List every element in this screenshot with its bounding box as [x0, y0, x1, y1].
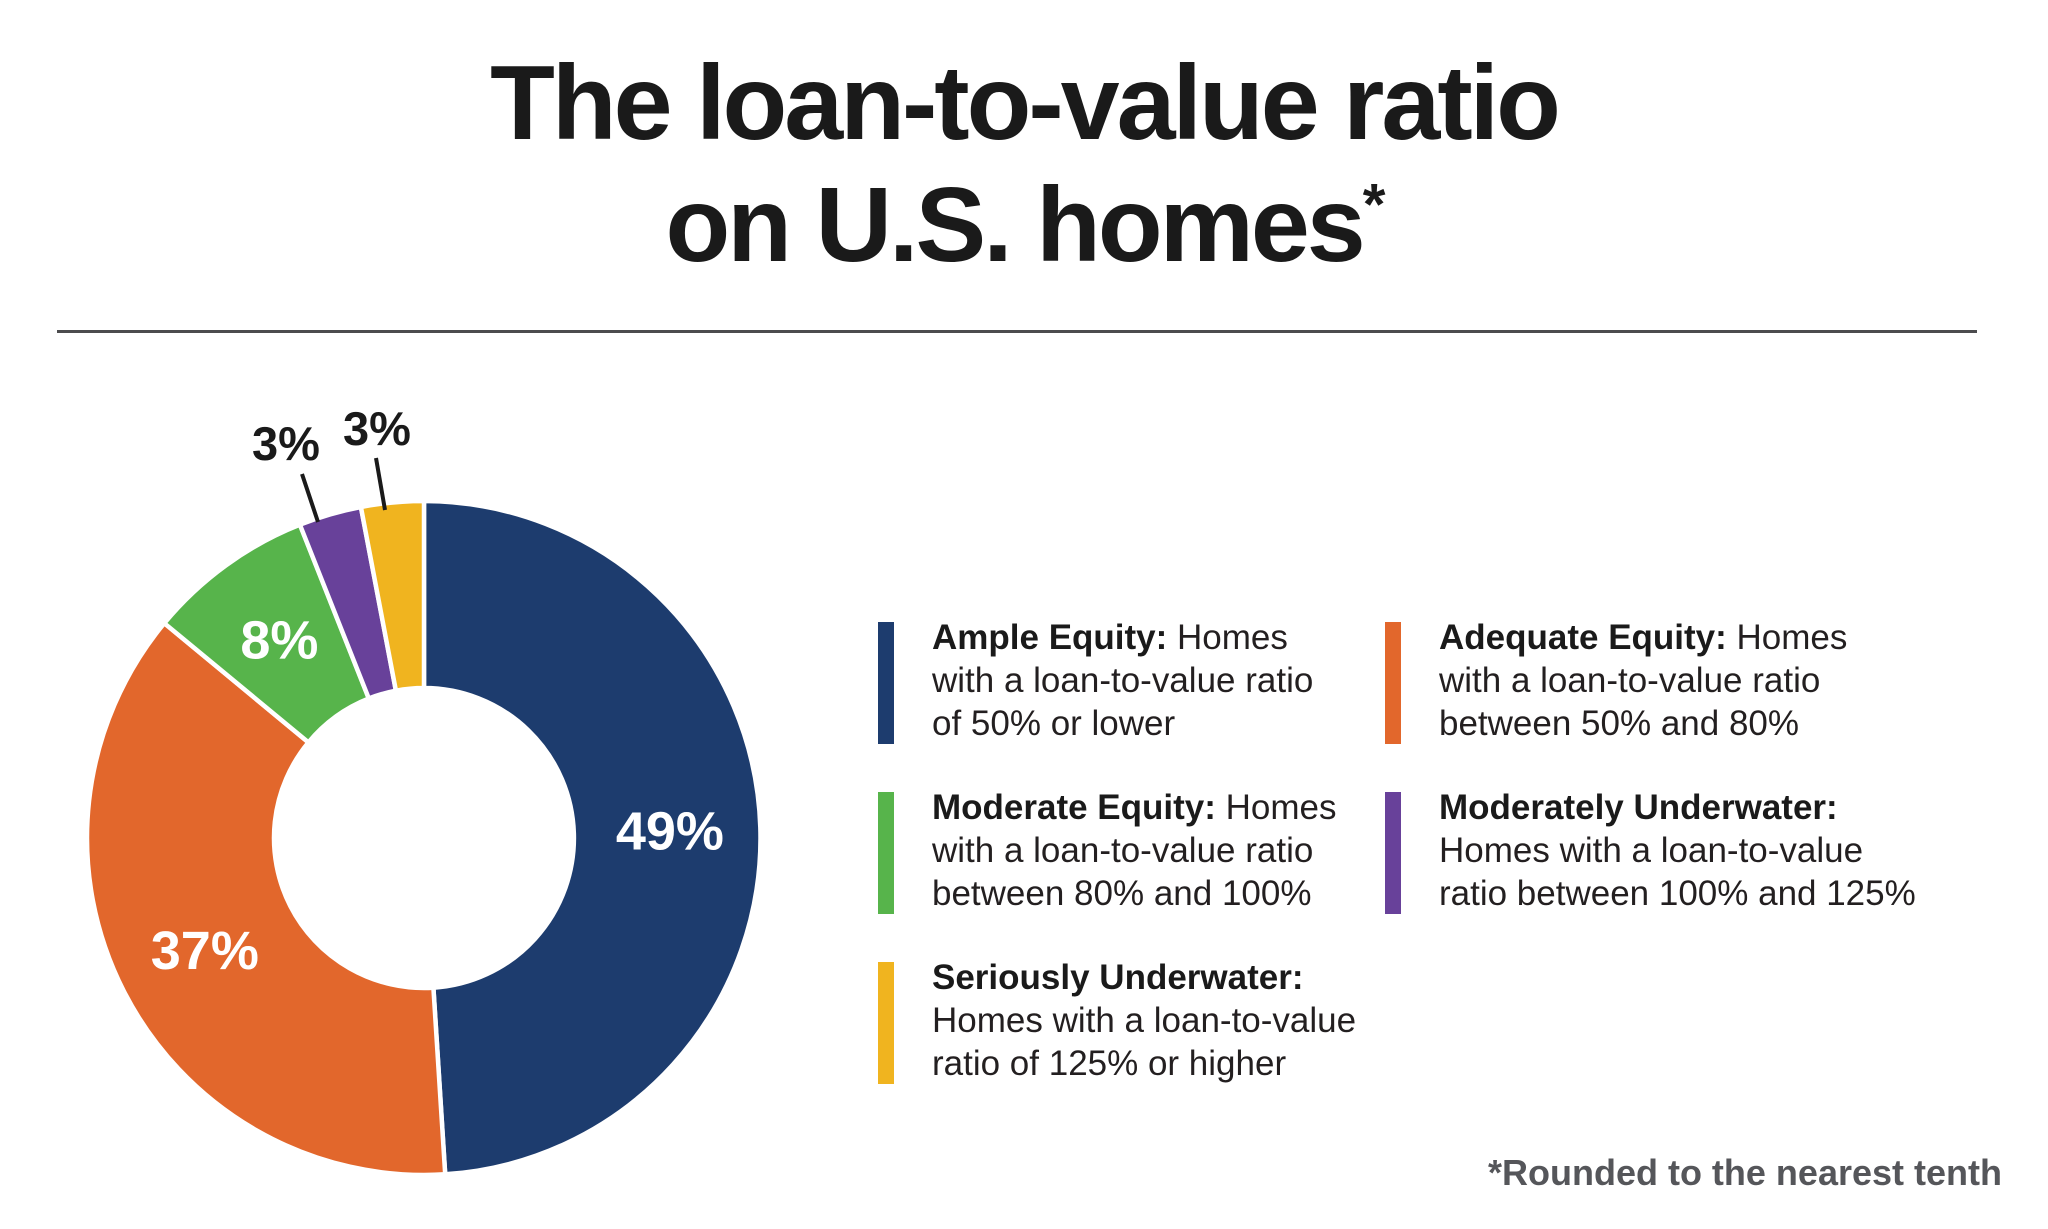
legend-text-line: Moderate Equity: Homes [932, 786, 1402, 829]
legend-swatch-seriously-underwater [878, 962, 894, 1084]
legend-desc: Homes [1215, 788, 1337, 827]
legend-text-line: Ample Equity: Homes [932, 616, 1402, 659]
legend-label: Ample Equity: [932, 618, 1168, 657]
legend-text-line: with a loan-to-value ratio [1439, 661, 1821, 700]
legend-item-ample-equity: Ample Equity: Homes with a loan-to-value… [878, 616, 1402, 745]
legend-text-line: with a loan-to-value ratio [932, 661, 1314, 700]
legend-text-line: ratio of 125% or higher [932, 1044, 1287, 1083]
legend-item-adequate-equity: Adequate Equity: Homes with a loan-to-va… [1385, 616, 1939, 745]
title-line-2: on U.S. homes* [0, 164, 2048, 286]
legend-swatch-moderate-equity [878, 792, 894, 914]
legend-text-line: ratio between 100% and 125% [1439, 874, 1916, 913]
donut-value-label-seriously-underwater: 3% [343, 402, 411, 455]
legend-swatch-ample-equity [878, 622, 894, 744]
chart-title: The loan-to-value ratio on U.S. homes* [0, 42, 2048, 286]
legend-desc: Homes [1726, 618, 1848, 657]
legend-label: Seriously Underwater: [932, 958, 1304, 997]
legend-text-line: of 50% or lower [932, 704, 1176, 743]
legend-swatch-adequate-equity [1385, 622, 1401, 744]
donut-value-label-moderately-underwater: 3% [252, 417, 320, 470]
donut-value-label-adequate-equity: 37% [151, 921, 259, 981]
title-divider [57, 330, 1977, 333]
title-asterisk: * [1362, 172, 1386, 238]
legend-desc: Homes [1167, 618, 1288, 657]
legend-text-line: Moderately Underwater: [1439, 786, 1939, 829]
legend-label: Moderately Underwater: [1439, 788, 1838, 827]
legend-item-moderately-underwater: Moderately Underwater: Homes with a loan… [1385, 786, 1939, 915]
donut-value-label-moderate-equity: 8% [240, 610, 318, 670]
legend-text-line: Homes with a loan-to-value [1439, 831, 1864, 870]
legend-item-seriously-underwater: Seriously Underwater: Homes with a loan-… [878, 956, 1412, 1085]
title-line-1: The loan-to-value ratio [490, 44, 1561, 162]
donut-value-label-ample-equity: 49% [616, 802, 724, 862]
donut-segment-seriously-underwater [358, 498, 427, 694]
legend-text-line: Seriously Underwater: [932, 956, 1412, 999]
legend-item-moderate-equity: Moderate Equity: Homes with a loan-to-va… [878, 786, 1402, 915]
donut-segment-ample-equity [421, 498, 763, 1177]
legend-text-line: Homes with a loan-to-value [932, 1001, 1357, 1040]
donut-callout-line-moderately-underwater [300, 473, 320, 523]
title-line-2-text: on U.S. homes [665, 166, 1366, 284]
legend-label: Adequate Equity: [1439, 618, 1727, 657]
legend-text-line: between 50% and 80% [1439, 704, 1799, 743]
legend-text-line: Adequate Equity: Homes [1439, 616, 1939, 659]
donut-chart: 49% 37% 8% 3% 3% [84, 402, 763, 1178]
footnote: *Rounded to the nearest tenth [1487, 1152, 2002, 1193]
donut-segment-adequate-equity [84, 620, 448, 1178]
legend-text-line: with a loan-to-value ratio [932, 831, 1314, 870]
legend-label: Moderate Equity: [932, 788, 1216, 827]
donut-callout-line-seriously-underwater [374, 457, 387, 511]
legend-swatch-moderately-underwater [1385, 792, 1401, 914]
legend-text-line: between 80% and 100% [932, 874, 1312, 913]
